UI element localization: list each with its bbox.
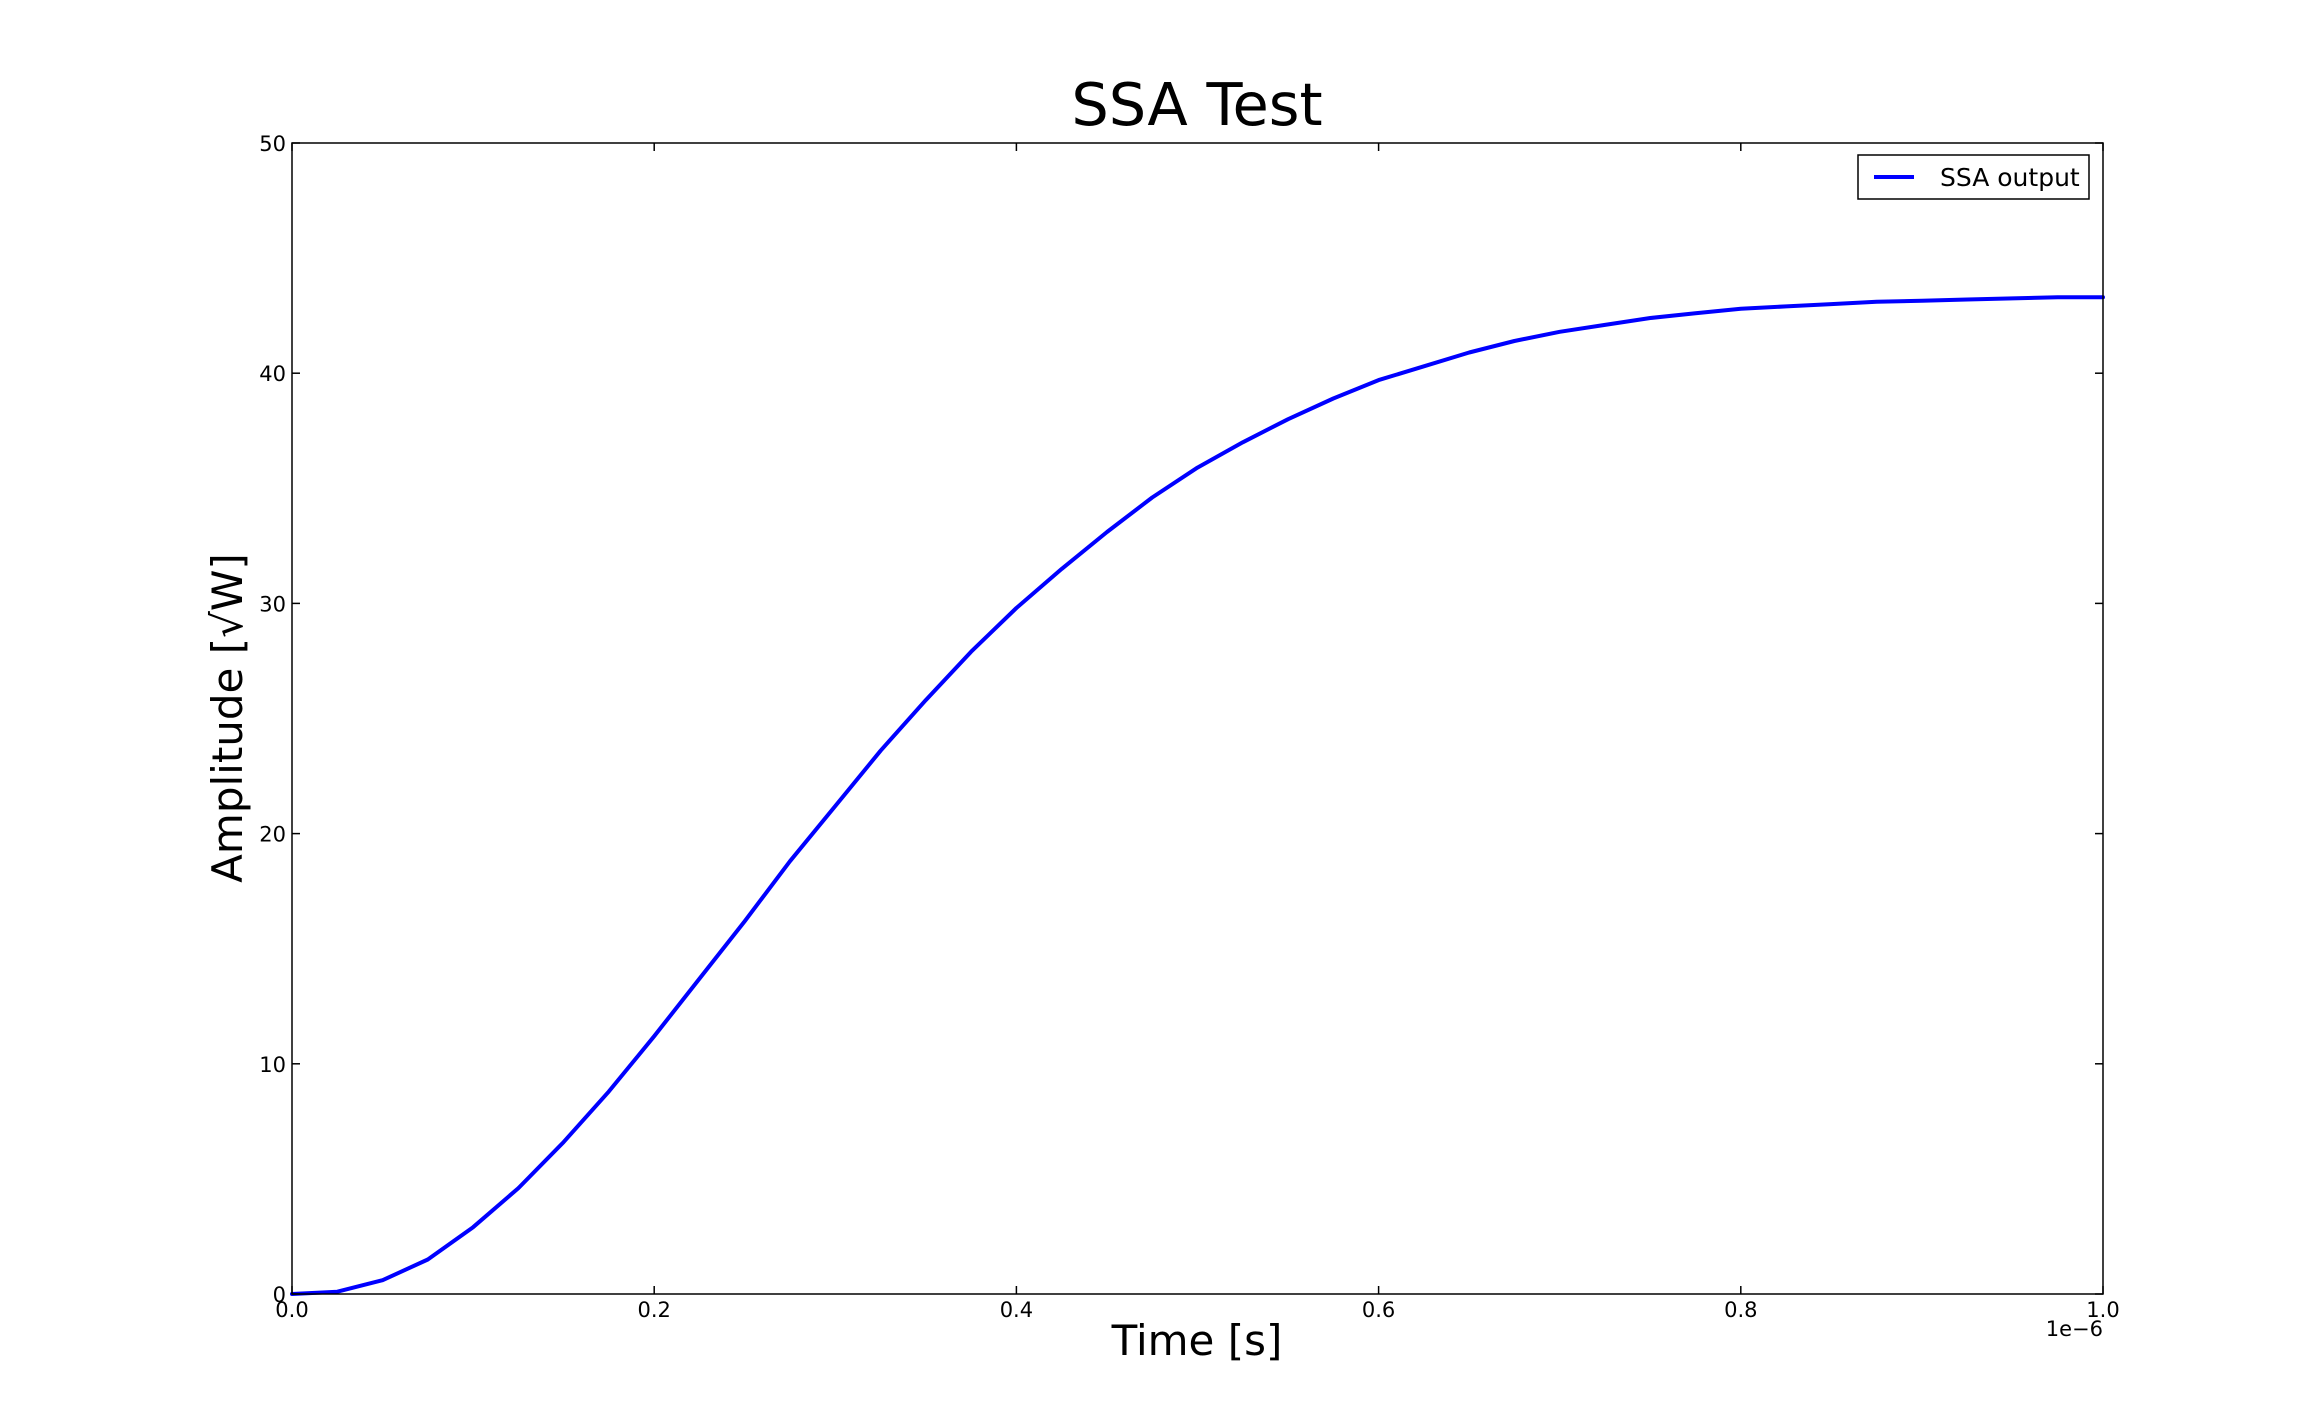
chart-title: SSA Test	[1071, 70, 1322, 139]
y-tick-label-3: 30	[259, 592, 286, 616]
x-tick-label-5: 1.0	[2086, 1298, 2119, 1322]
y-tick-label-0: 0	[273, 1283, 286, 1307]
x-axis: 0.0 0.2 0.4 0.6 0.8 1.0	[275, 143, 2120, 1322]
x-tick-label-2: 0.4	[1000, 1298, 1033, 1322]
x-tick-label-1: 0.2	[637, 1298, 670, 1322]
legend-entry-ssa-output: SSA output	[1940, 163, 2080, 192]
plot-area	[290, 142, 2105, 1296]
x-axis-label: Time [s]	[1111, 1316, 1283, 1365]
y-axis-label: Amplitude [√W]	[203, 553, 252, 883]
y-tick-label-5: 50	[259, 132, 286, 156]
y-tick-label-1: 10	[259, 1053, 286, 1077]
series-line-ssa-output	[290, 295, 2105, 1296]
x-tick-label-0: 0.0	[275, 1298, 308, 1322]
x-tick-label-4: 0.8	[1724, 1298, 1757, 1322]
legend: SSA output	[1857, 154, 2090, 200]
y-tick-label-4: 40	[259, 362, 286, 386]
x-axis-offset-label: 1e−6	[2046, 1317, 2103, 1341]
y-axis: 0 10 20 30 40 50	[259, 132, 2103, 1307]
plot-frame	[291, 142, 2104, 1295]
y-tick-label-2: 20	[259, 823, 286, 847]
x-tick-label-3: 0.6	[1362, 1298, 1395, 1322]
